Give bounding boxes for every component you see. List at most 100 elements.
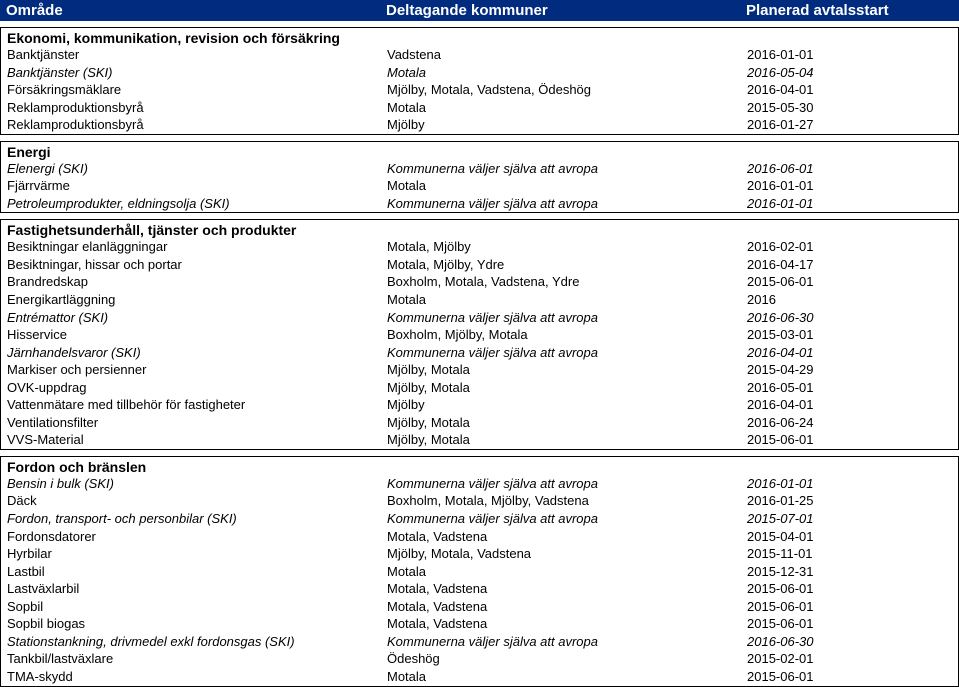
cell-area: OVK-uppdrag [7, 379, 387, 397]
cell-date: 2015-11-01 [747, 545, 952, 563]
cell-date: 2016-05-04 [747, 64, 952, 82]
cell-date: 2015-02-01 [747, 650, 952, 668]
cell-date: 2016-02-01 [747, 238, 952, 256]
cell-municipalities: Mjölby [387, 396, 747, 414]
cell-date: 2016-05-01 [747, 379, 952, 397]
cell-municipalities: Mjölby, Motala, Vadstena, Ödeshög [387, 81, 747, 99]
cell-area: Entrémattor (SKI) [7, 309, 387, 327]
cell-municipalities: Boxholm, Mjölby, Motala [387, 326, 747, 344]
cell-date: 2016-01-01 [747, 177, 952, 195]
table-row: Elenergi (SKI)Kommunerna väljer själva a… [1, 160, 958, 178]
cell-municipalities: Motala [387, 563, 747, 581]
cell-municipalities: Kommunerna väljer själva att avropa [387, 309, 747, 327]
table-row: HisserviceBoxholm, Mjölby, Motala2015-03… [1, 326, 958, 344]
cell-area: Besiktningar elanläggningar [7, 238, 387, 256]
cell-date: 2015-06-01 [747, 431, 952, 449]
cell-date: 2016-04-01 [747, 81, 952, 99]
table-row: Entrémattor (SKI)Kommunerna väljer själv… [1, 309, 958, 327]
cell-municipalities: Kommunerna väljer själva att avropa [387, 160, 747, 178]
cell-area: Hyrbilar [7, 545, 387, 563]
cell-municipalities: Mjölby, Motala [387, 361, 747, 379]
cell-date: 2015-06-01 [747, 615, 952, 633]
cell-date: 2016-06-30 [747, 309, 952, 327]
table-row: BrandredskapBoxholm, Motala, Vadstena, Y… [1, 273, 958, 291]
cell-area: Fordonsdatorer [7, 528, 387, 546]
cell-date: 2015-07-01 [747, 510, 952, 528]
cell-date: 2015-06-01 [747, 668, 952, 686]
header-col-date: Planerad avtalsstart [746, 2, 953, 19]
cell-date: 2015-06-01 [747, 273, 952, 291]
cell-area: Brandredskap [7, 273, 387, 291]
cell-area: Vattenmätare med tillbehör för fastighet… [7, 396, 387, 414]
cell-date: 2016-06-01 [747, 160, 952, 178]
table-row: Besiktningar elanläggningarMotala, Mjölb… [1, 238, 958, 256]
cell-area: Fordon, transport- och personbilar (SKI) [7, 510, 387, 528]
cell-date: 2016-04-17 [747, 256, 952, 274]
table-row: DäckBoxholm, Motala, Mjölby, Vadstena201… [1, 492, 958, 510]
cell-area: TMA-skydd [7, 668, 387, 686]
cell-date: 2015-12-31 [747, 563, 952, 581]
section-title: Fordon och bränslen [1, 457, 958, 475]
section: Fordon och bränslenBensin i bulk (SKI)Ko… [0, 456, 959, 687]
cell-area: Elenergi (SKI) [7, 160, 387, 178]
table-row: Banktjänster (SKI)Motala2016-05-04 [1, 64, 958, 82]
cell-date: 2016-01-25 [747, 492, 952, 510]
table-row: Besiktningar, hissar och portarMotala, M… [1, 256, 958, 274]
table-row: HyrbilarMjölby, Motala, Vadstena2015-11-… [1, 545, 958, 563]
section-title: Ekonomi, kommunikation, revision och för… [1, 28, 958, 46]
table-row: ReklamproduktionsbyråMjölby2016-01-27 [1, 116, 958, 134]
cell-area: Reklamproduktionsbyrå [7, 116, 387, 134]
cell-municipalities: Motala, Vadstena [387, 528, 747, 546]
cell-municipalities: Kommunerna väljer själva att avropa [387, 475, 747, 493]
cell-area: Stationstankning, drivmedel exkl fordons… [7, 633, 387, 651]
cell-area: Lastbil [7, 563, 387, 581]
cell-municipalities: Kommunerna väljer själva att avropa [387, 195, 747, 213]
table-row: Sopbil biogasMotala, Vadstena2015-06-01 [1, 615, 958, 633]
cell-municipalities: Boxholm, Motala, Vadstena, Ydre [387, 273, 747, 291]
cell-municipalities: Motala [387, 177, 747, 195]
cell-municipalities: Boxholm, Motala, Mjölby, Vadstena [387, 492, 747, 510]
table-row: SopbilMotala, Vadstena2015-06-01 [1, 598, 958, 616]
table-header: Område Deltagande kommuner Planerad avta… [0, 0, 959, 21]
cell-municipalities: Kommunerna väljer själva att avropa [387, 633, 747, 651]
cell-area: Lastväxlarbil [7, 580, 387, 598]
cell-area: Banktjänster (SKI) [7, 64, 387, 82]
section: EnergiElenergi (SKI)Kommunerna väljer sj… [0, 141, 959, 214]
cell-municipalities: Motala [387, 668, 747, 686]
table-row: TMA-skyddMotala2015-06-01 [1, 668, 958, 686]
cell-municipalities: Motala, Vadstena [387, 615, 747, 633]
cell-date: 2015-05-30 [747, 99, 952, 117]
table-row: FordonsdatorerMotala, Vadstena2015-04-01 [1, 528, 958, 546]
cell-municipalities: Mjölby, Motala [387, 379, 747, 397]
table-row: EnergikartläggningMotala2016 [1, 291, 958, 309]
table-row: FjärrvärmeMotala2016-01-01 [1, 177, 958, 195]
cell-area: Hisservice [7, 326, 387, 344]
table-row: Stationstankning, drivmedel exkl fordons… [1, 633, 958, 651]
table-row: LastbilMotala2015-12-31 [1, 563, 958, 581]
cell-date: 2015-03-01 [747, 326, 952, 344]
cell-municipalities: Mjölby [387, 116, 747, 134]
cell-area: Reklamproduktionsbyrå [7, 99, 387, 117]
cell-area: Däck [7, 492, 387, 510]
table-row: FörsäkringsmäklareMjölby, Motala, Vadste… [1, 81, 958, 99]
cell-municipalities: Motala [387, 64, 747, 82]
cell-municipalities: Motala, Vadstena [387, 580, 747, 598]
cell-municipalities: Mjölby, Motala [387, 414, 747, 432]
cell-area: Sopbil biogas [7, 615, 387, 633]
cell-municipalities: Motala [387, 99, 747, 117]
table-row: Järnhandelsvaror (SKI)Kommunerna väljer … [1, 344, 958, 362]
cell-date: 2016-01-01 [747, 46, 952, 64]
cell-area: Ventilationsfilter [7, 414, 387, 432]
table-row: Petroleumprodukter, eldningsolja (SKI)Ko… [1, 195, 958, 213]
cell-area: Försäkringsmäklare [7, 81, 387, 99]
table-row: Tankbil/lastväxlareÖdeshög2015-02-01 [1, 650, 958, 668]
cell-date: 2015-04-29 [747, 361, 952, 379]
table-row: LastväxlarbilMotala, Vadstena2015-06-01 [1, 580, 958, 598]
cell-area: Bensin i bulk (SKI) [7, 475, 387, 493]
cell-municipalities: Motala [387, 291, 747, 309]
cell-municipalities: Kommunerna väljer själva att avropa [387, 344, 747, 362]
cell-area: Markiser och persienner [7, 361, 387, 379]
cell-area: Petroleumprodukter, eldningsolja (SKI) [7, 195, 387, 213]
cell-area: Järnhandelsvaror (SKI) [7, 344, 387, 362]
cell-municipalities: Vadstena [387, 46, 747, 64]
